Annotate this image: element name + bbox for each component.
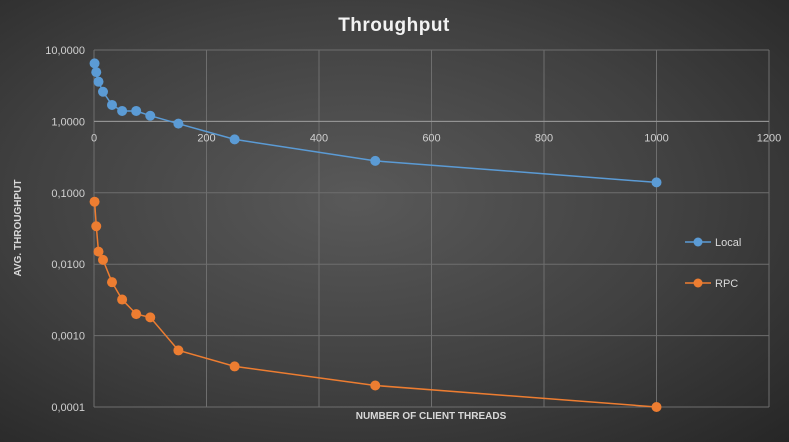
data-point-rpc <box>131 309 142 320</box>
y-tick-label: 0,0001 <box>51 402 85 414</box>
y-tick-label: 1,0000 <box>51 116 85 128</box>
data-point-rpc <box>107 277 117 288</box>
grid <box>93 49 770 408</box>
data-point-local <box>651 177 662 188</box>
data-point-rpc <box>370 380 381 391</box>
x-tick-label: 1000 <box>644 132 668 144</box>
x-tick-label: 200 <box>197 132 215 144</box>
data-point-local <box>173 118 184 129</box>
legend-marker-local <box>693 237 703 247</box>
data-point-local <box>229 134 240 145</box>
chart-title: Throughput <box>338 15 450 36</box>
legend-label-local: Local <box>715 237 741 249</box>
x-tick-label: 0 <box>91 132 97 144</box>
series-group <box>89 58 662 412</box>
tick-labels: 10,0000 1,0000 0,1000 0,0100 0,0010 0,0001 0 20… <box>45 45 781 414</box>
x-tick-label: 800 <box>535 132 553 144</box>
data-point-rpc <box>89 196 100 207</box>
data-point-rpc <box>173 345 184 356</box>
data-point-rpc <box>93 246 104 257</box>
legend-label-rpc: RPC <box>715 278 738 290</box>
y-tick-label: 0,1000 <box>51 188 85 200</box>
data-point-rpc <box>651 402 662 412</box>
data-point-rpc <box>145 312 156 323</box>
data-point-local <box>370 155 381 166</box>
data-point-local <box>91 67 102 78</box>
series-line-rpc <box>93 201 657 408</box>
y-tick-label: 0,0100 <box>51 259 85 271</box>
data-point-local <box>89 58 100 69</box>
x-tick-label: 600 <box>422 132 440 144</box>
data-point-local <box>131 105 142 116</box>
y-tick-label: 10,0000 <box>45 45 85 57</box>
data-point-local <box>145 110 156 121</box>
data-point-rpc <box>98 254 108 265</box>
data-point-local <box>107 99 117 110</box>
data-point-local <box>98 86 108 97</box>
x-tick-label: 1200 <box>757 132 781 144</box>
y-tick-label: 0,0010 <box>51 331 85 343</box>
x-axis-title: NUMBER OF CLIENT THREADS <box>356 411 507 422</box>
legend: Local RPC <box>685 237 741 290</box>
data-point-local <box>93 76 104 87</box>
y-axis-title: AVG. THROUGHPUT <box>13 179 24 276</box>
data-point-rpc <box>117 294 128 305</box>
x-tick-label: 400 <box>310 132 328 144</box>
data-point-rpc <box>229 361 240 372</box>
data-point-local <box>117 105 128 116</box>
data-point-rpc <box>91 221 102 232</box>
legend-marker-rpc <box>693 278 703 288</box>
